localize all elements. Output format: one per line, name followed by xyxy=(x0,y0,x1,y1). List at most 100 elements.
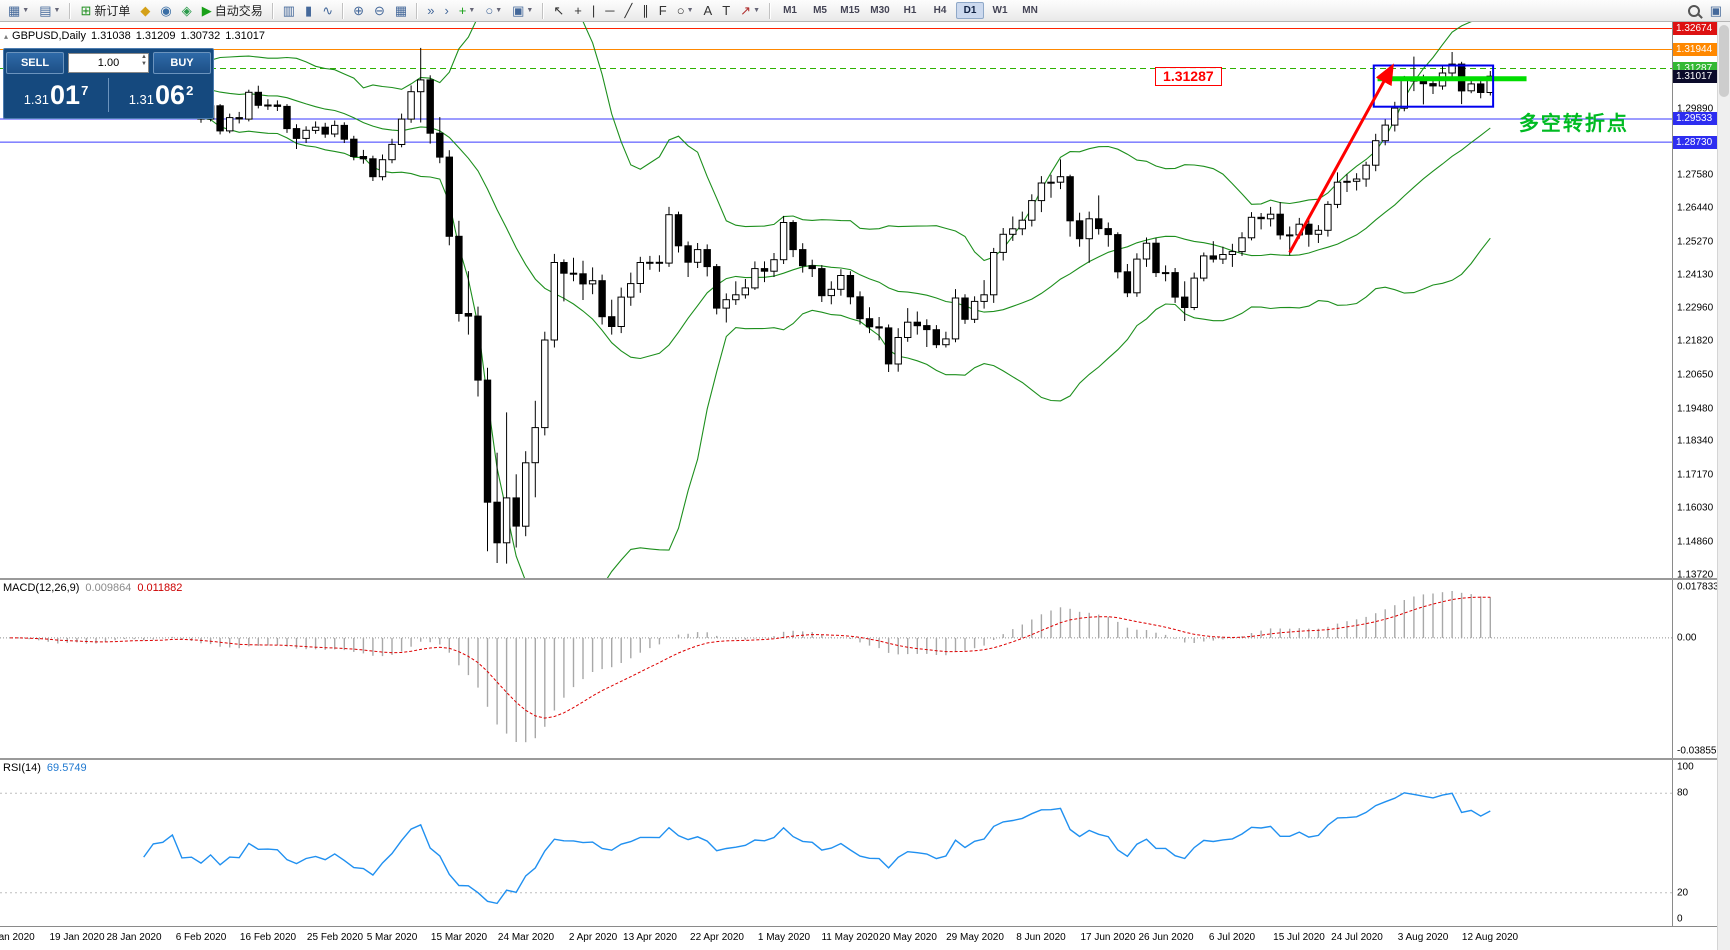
text-label-icon: T xyxy=(722,2,731,18)
shapes-button[interactable]: ○ ▼ xyxy=(673,0,698,21)
chart-shift-button[interactable]: › xyxy=(440,0,452,21)
main-chart-plot[interactable] xyxy=(0,22,1672,578)
main-chart-panel[interactable]: ▴ GBPUSD,Daily 1.31038 1.31209 1.30732 1.3101… xyxy=(0,22,1717,578)
help-button[interactable]: ◈ xyxy=(178,0,196,21)
equidistant-channel-button[interactable]: ∥ xyxy=(638,0,653,21)
price-tag: 1.31944 xyxy=(1673,43,1717,56)
rsi-axis: 100 80 20 0 xyxy=(1672,760,1717,926)
timeframe-h4-button[interactable]: H4 xyxy=(933,5,947,16)
fibonacci-button[interactable]: F xyxy=(655,0,671,21)
macd-scale-label: 0.00 xyxy=(1677,632,1697,644)
bar-chart-icon: ▥ xyxy=(282,2,296,18)
profiles-button[interactable]: ▤ ▼ xyxy=(35,0,64,21)
price-scale-label: 1.21820 xyxy=(1677,335,1714,347)
vertical-scrollbar[interactable] xyxy=(1717,22,1730,950)
horizontal-line-button[interactable]: ─ xyxy=(601,0,618,21)
rsi-plot[interactable] xyxy=(0,760,1672,926)
zoom-in-button[interactable]: ⊕ xyxy=(349,0,368,21)
fibonacci-icon: F xyxy=(658,2,667,18)
new-order-label: 新订单 xyxy=(94,4,131,18)
bid-prefix: 1.31 xyxy=(23,91,50,107)
timeframe-d1-button[interactable]: D1 xyxy=(956,2,985,19)
vertical-line-icon: | xyxy=(591,2,596,18)
bar-chart-button[interactable]: ▥ xyxy=(279,0,299,21)
text-label-button[interactable]: T xyxy=(718,0,734,21)
toolbar-separator xyxy=(271,2,274,19)
price-scale-label: 1.29890 xyxy=(1677,103,1714,115)
arrows-button[interactable]: ↗ ▼ xyxy=(736,0,764,21)
templates-button[interactable]: ▣ ▼ xyxy=(508,0,537,21)
new-order-icon: ⊞ xyxy=(80,2,92,18)
metaeditor-button[interactable]: ◆ xyxy=(136,0,154,21)
price-scale-label: 1.18340 xyxy=(1677,435,1714,447)
timeframe-m5-button[interactable]: M5 xyxy=(813,5,827,16)
tile-windows-button[interactable]: ▦ xyxy=(391,0,411,21)
auto-scroll-button[interactable]: » xyxy=(423,0,438,21)
rsi-scale-label: 20 xyxy=(1677,887,1689,899)
search-button[interactable] xyxy=(1684,0,1704,21)
bid-big-digits: 01 xyxy=(50,79,81,110)
price-tag: 1.31017 xyxy=(1673,70,1717,83)
sell-button[interactable]: SELL xyxy=(6,51,64,74)
macd-panel[interactable]: MACD(12,26,9) 0.009864 0.011882 0.017833 0.… xyxy=(0,580,1717,758)
rsi-scale-label: 100 xyxy=(1677,761,1694,773)
macd-main-value: 0.009864 xyxy=(85,582,132,594)
autotrading-button[interactable]: ▶ 自动交易 xyxy=(198,0,267,21)
buy-button[interactable]: BUY xyxy=(153,51,211,74)
price-tag: 1.28730 xyxy=(1673,136,1717,149)
options-button[interactable]: ◉ xyxy=(156,0,175,21)
price-divider xyxy=(108,78,109,112)
toolbar-separator xyxy=(342,2,345,19)
indicators-list-button[interactable]: + ▼ xyxy=(455,0,480,21)
date-label: 24 Mar 2020 xyxy=(497,932,555,943)
date-label: 12 Aug 2020 xyxy=(1461,932,1519,943)
templates-icon: ▣ xyxy=(512,2,525,18)
panel-divider-macd[interactable] xyxy=(0,578,1717,580)
macd-name: MACD(12,26,9) xyxy=(3,582,80,594)
volume-down-icon[interactable]: ▼ xyxy=(141,60,147,67)
ask-price[interactable]: 1.31 06 2 xyxy=(109,80,213,111)
periods-button[interactable]: ○ ▼ xyxy=(481,0,506,21)
text-button[interactable]: A xyxy=(700,0,717,21)
timeframe-mn-button[interactable]: MN xyxy=(1022,5,1038,16)
volume-up-icon[interactable]: ▲ xyxy=(141,53,147,60)
timeframe-m30-button[interactable]: M30 xyxy=(870,5,890,16)
bid-pipette: 7 xyxy=(81,82,89,98)
panel-divider-rsi[interactable] xyxy=(0,758,1717,760)
toolbar-separator xyxy=(69,2,72,19)
horizontal-line-icon: ─ xyxy=(605,2,615,18)
line-chart-button[interactable]: ∿ xyxy=(318,0,337,21)
timeframe-h1-button[interactable]: H1 xyxy=(903,5,917,16)
candlestick-chart-button[interactable]: ▮ xyxy=(301,0,316,21)
zoom-out-button[interactable]: ⊖ xyxy=(370,0,389,21)
crosshair-button[interactable]: + xyxy=(570,0,586,21)
new-chart-button[interactable]: ▦ ▼ xyxy=(4,0,33,21)
chevron-down-icon: ▼ xyxy=(526,7,534,14)
one-click-collapse-icon[interactable]: ▴ xyxy=(4,32,9,41)
price-axis: 1.29890 1.27580 1.26440 1.25270 1.24130 1.229… xyxy=(1672,22,1717,578)
price-scale-label: 1.22960 xyxy=(1677,302,1714,314)
bid-price[interactable]: 1.31 01 7 xyxy=(4,80,108,111)
zoom-out-icon: ⊖ xyxy=(374,2,385,18)
new-order-button[interactable]: ⊞ 新订单 xyxy=(76,0,134,21)
timeframe-w1-button[interactable]: W1 xyxy=(992,5,1008,16)
volume-input[interactable]: 1.00 ▲ ▼ xyxy=(68,52,149,73)
date-label: 19 Jan 2020 xyxy=(49,932,105,943)
vertical-line-button[interactable]: | xyxy=(588,0,599,21)
profiles-icon: ▤ xyxy=(39,2,52,18)
macd-plot[interactable] xyxy=(0,580,1672,758)
line-chart-icon: ∿ xyxy=(322,2,334,18)
timeframe-m15-button[interactable]: M15 xyxy=(840,5,860,16)
trendline-icon: ╱ xyxy=(624,2,633,18)
expand-button[interactable]: ▣ xyxy=(1706,0,1726,21)
cursor-button[interactable]: ↖ xyxy=(549,0,568,21)
timeframe-m1-button[interactable]: M1 xyxy=(783,5,797,16)
candlestick-chart-icon: ▮ xyxy=(305,2,313,18)
price-scale-label: 1.19480 xyxy=(1677,403,1714,415)
equidistant-channel-icon: ∥ xyxy=(642,2,649,18)
trendline-button[interactable]: ╱ xyxy=(620,0,636,21)
help-icon: ◈ xyxy=(181,2,192,18)
rsi-panel[interactable]: RSI(14) 69.5749 100 80 20 0 xyxy=(0,760,1717,926)
scrollbar-thumb[interactable] xyxy=(1719,25,1729,97)
